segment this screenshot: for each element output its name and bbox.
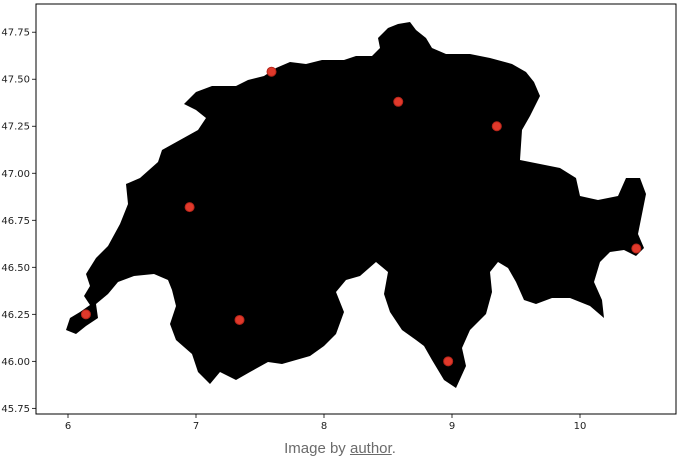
caption-suffix: .: [391, 440, 396, 457]
x-tick-label: 6: [65, 421, 71, 430]
y-tick-label: 47.50: [1, 75, 30, 86]
y-tick-label: 46.25: [1, 310, 30, 321]
caption-prefix: Image by: [284, 440, 350, 457]
author-link[interactable]: author: [349, 440, 392, 457]
x-tick-label: 9: [449, 421, 455, 430]
y-tick-label: 46.75: [1, 216, 30, 227]
y-tick-label: 47.25: [1, 122, 30, 133]
city-marker: [491, 121, 502, 132]
x-axis: 6 7 8 9 10: [65, 414, 587, 430]
city-marker: [393, 96, 404, 107]
city-marker: [631, 243, 642, 254]
y-axis: 45.75 46.00 46.25 46.50 46.75 47.00 47.25 47.50…: [1, 28, 36, 415]
image-caption: Image by author.: [0, 440, 680, 457]
y-tick-label: 45.75: [1, 404, 30, 415]
data-points: [80, 66, 642, 367]
switzerland-map-shape: [66, 22, 646, 388]
x-tick-label: 10: [574, 421, 587, 430]
y-tick-label: 46.50: [1, 263, 30, 274]
y-tick-label: 47.00: [1, 169, 30, 180]
city-marker: [184, 202, 195, 213]
city-marker: [80, 309, 91, 320]
city-marker: [443, 356, 454, 367]
city-marker: [234, 314, 245, 325]
x-tick-label: 7: [193, 421, 199, 430]
y-tick-label: 47.75: [1, 28, 30, 39]
chart: 6 7 8 9 10 45.75 46.00 46.25 46.50 46.75 47.00 47.…: [1, 3, 677, 430]
x-tick-label: 8: [321, 421, 327, 430]
y-tick-label: 46.00: [1, 357, 30, 368]
city-marker: [266, 66, 277, 77]
